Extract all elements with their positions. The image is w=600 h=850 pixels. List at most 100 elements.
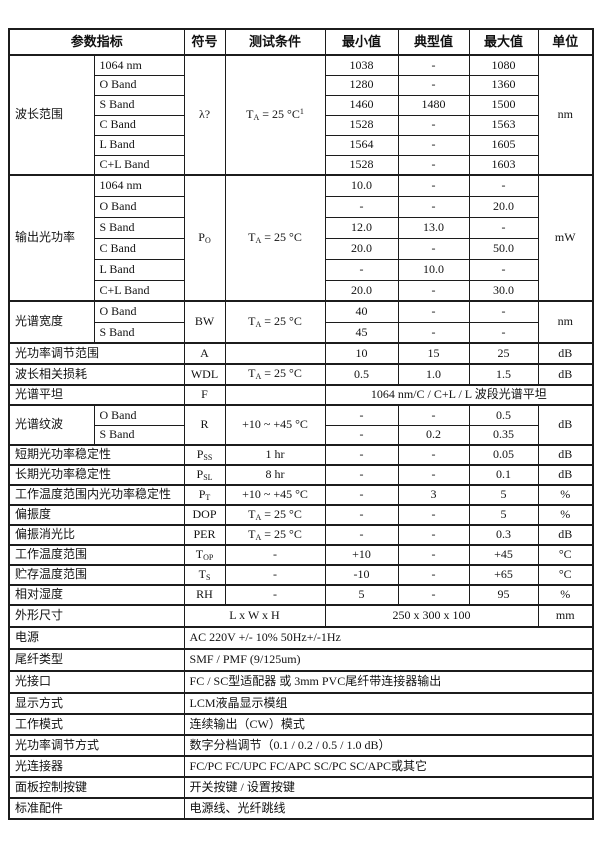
unit-cell: % bbox=[537, 584, 594, 606]
max-cell: 1603 bbox=[468, 154, 539, 176]
symbol-cell: PER bbox=[183, 524, 226, 546]
param-cell: 外形尺寸 bbox=[8, 604, 185, 628]
band-cell: O Band bbox=[93, 404, 185, 426]
symbol-part: T bbox=[248, 526, 256, 541]
symbol-part: A bbox=[255, 235, 262, 245]
min-cell: 5 bbox=[324, 584, 399, 606]
symbol-part: = 25 °C bbox=[261, 366, 302, 381]
condition-cell bbox=[224, 384, 326, 406]
symbol-part: = 25 °C bbox=[261, 313, 302, 328]
header-cell: 最大值 bbox=[468, 28, 539, 56]
max-cell: +45 bbox=[468, 544, 539, 566]
max-cell: 1605 bbox=[468, 134, 539, 156]
max-cell: 0.05 bbox=[468, 444, 539, 466]
typ-cell: 1480 bbox=[397, 94, 470, 116]
typ-cell: 0.2 bbox=[397, 424, 470, 446]
symbol-cell: A bbox=[183, 342, 226, 365]
typ-cell: - bbox=[397, 464, 470, 486]
value-cell: 电源线、光纤跳线 bbox=[183, 797, 594, 820]
unit-cell: dB bbox=[537, 363, 594, 386]
symbol-part: T bbox=[246, 106, 254, 121]
typ-cell: 10.0 bbox=[397, 258, 470, 281]
typ-cell: - bbox=[397, 237, 470, 260]
symbol-part: P bbox=[198, 229, 205, 244]
table-row: 光谱宽度 O Band BW TA = 25 °C 40- - nm bbox=[8, 300, 594, 344]
max-cell: - bbox=[468, 174, 539, 197]
param-cell: 工作温度范围 bbox=[8, 544, 185, 566]
band-cell: L Band bbox=[93, 258, 185, 281]
band-cell: L Band bbox=[93, 134, 185, 156]
min-cell: - bbox=[324, 195, 399, 218]
max-cell: 50.0 bbox=[468, 237, 539, 260]
symbol-part: = 25 °C bbox=[261, 506, 302, 521]
param-cell: 波长范围 bbox=[8, 54, 95, 176]
typ-cell: 1.0 bbox=[397, 363, 470, 386]
table-row: L Band -10.0- bbox=[9, 258, 593, 281]
symbol-cell: PT bbox=[183, 484, 226, 506]
min-cell: 1460 bbox=[324, 94, 399, 116]
symbol-part: P bbox=[196, 446, 204, 461]
symbol-part: P bbox=[196, 466, 204, 481]
band-cell: C+L Band bbox=[93, 154, 185, 176]
param-cell: 输出光功率 bbox=[8, 174, 95, 302]
param-cell: 光连接器 bbox=[8, 755, 185, 778]
value-cell: AC 220V +/- 10% 50Hz+/-1Hz bbox=[183, 626, 594, 650]
param-cell: 相对湿度 bbox=[8, 584, 185, 606]
typ-cell: - bbox=[397, 524, 470, 546]
min-cell: -10 bbox=[324, 564, 399, 586]
min-cell: 40 bbox=[324, 300, 399, 323]
typ-cell: - bbox=[397, 195, 470, 218]
typ-cell: - bbox=[397, 174, 470, 197]
param-cell: 贮存温度范围 bbox=[8, 564, 185, 586]
symbol-cell: RH bbox=[183, 584, 226, 606]
max-cell: 1360 bbox=[468, 74, 539, 96]
band-cell: S Band bbox=[93, 94, 185, 116]
band-cell: C Band bbox=[93, 237, 185, 260]
unit-cell: dB bbox=[537, 464, 594, 486]
max-cell: 0.1 bbox=[468, 464, 539, 486]
typ-cell: - bbox=[397, 279, 470, 302]
param-cell: 短期光功率稳定性 bbox=[8, 444, 185, 466]
param-cell: 波长相关损耗 bbox=[8, 363, 185, 386]
value-cell: SMF / PMF (9/125um) bbox=[183, 648, 594, 672]
table-row: L Band 1564-1605 bbox=[9, 134, 593, 156]
table-row: 输出光功率 1064 nm PO TA = 25 °C 10.0- - mW bbox=[8, 174, 594, 302]
min-cell: - bbox=[324, 464, 399, 486]
unit-cell: nm bbox=[537, 300, 594, 344]
param-cell: 偏振消光比 bbox=[8, 524, 185, 546]
min-cell: 1280 bbox=[324, 74, 399, 96]
table-row: 偏振消光比 PER TA = 25 °C - -0.3 dB bbox=[8, 524, 594, 546]
max-cell: 1.5 bbox=[468, 363, 539, 386]
condition-cell: TA = 25 °C bbox=[224, 363, 326, 386]
table-row: 波长相关损耗 WDL TA = 25 °C 0.5 1.0 1.5 dB bbox=[8, 363, 594, 386]
typ-cell: - bbox=[397, 404, 470, 426]
param-cell: 尾纤类型 bbox=[8, 648, 185, 672]
symbol-cell: TOP bbox=[183, 544, 226, 566]
param-cell: 偏振度 bbox=[8, 504, 185, 526]
header-cell: 符号 bbox=[183, 28, 226, 56]
condition-cell bbox=[224, 342, 326, 365]
condition-cell: - bbox=[224, 564, 326, 586]
table-row: 光功率调节范围 A 10 15 25 dB bbox=[8, 342, 594, 365]
table-row: S Band -0.2 0.35 bbox=[9, 424, 593, 446]
symbol-cell: TS bbox=[183, 564, 226, 586]
band-cell: S Band bbox=[93, 321, 185, 344]
table-row: 贮存温度范围 TS - -10- +65 °C bbox=[8, 564, 594, 586]
param-cell: 光接口 bbox=[8, 670, 185, 694]
symbol-cell: BW bbox=[183, 300, 226, 344]
value-cell: L x W x H bbox=[183, 604, 326, 628]
value-cell: LCM液晶显示模组 bbox=[183, 692, 594, 715]
symbol-part: 1 bbox=[299, 106, 304, 116]
unit-cell: dB bbox=[537, 444, 594, 466]
min-cell: - bbox=[324, 424, 399, 446]
condition-cell: TA = 25 °C bbox=[224, 524, 326, 546]
value-cell: 250 x 300 x 100 bbox=[324, 604, 539, 628]
unit-cell: mm bbox=[537, 604, 594, 628]
band-cell: C Band bbox=[93, 114, 185, 136]
value-cell: 连续输出（CW）模式 bbox=[183, 713, 594, 736]
unit-cell: % bbox=[537, 504, 594, 526]
table-row: C Band 1528-1563 bbox=[9, 114, 593, 136]
typ-cell: - bbox=[397, 54, 470, 76]
symbol-part: T bbox=[248, 366, 256, 381]
value-cell: 数字分档调节（0.1 / 0.2 / 0.5 / 1.0 dB） bbox=[183, 734, 594, 757]
